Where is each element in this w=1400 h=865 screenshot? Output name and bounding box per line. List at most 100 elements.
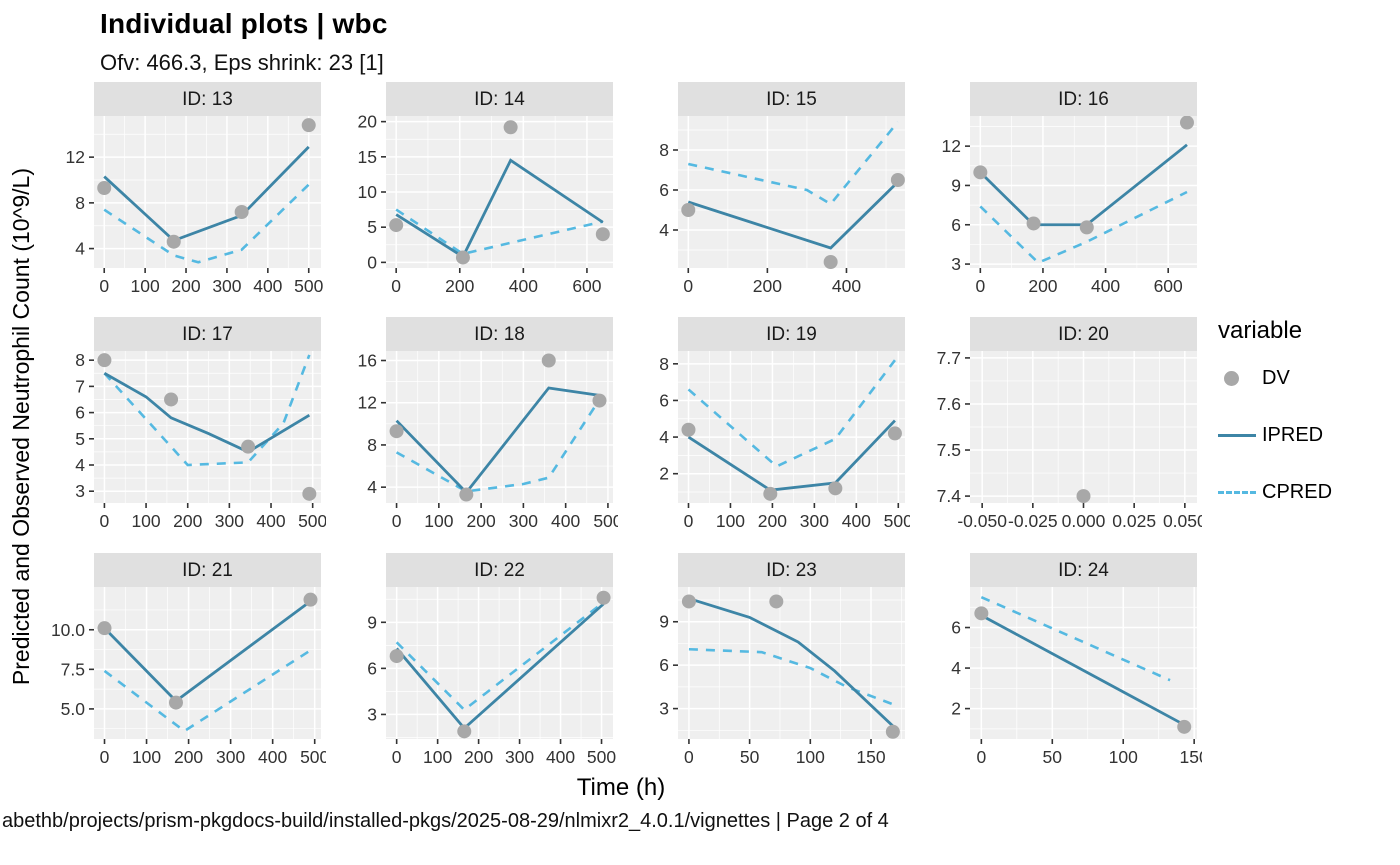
dv-point <box>681 203 696 217</box>
y-tick-label: 3 <box>659 698 669 718</box>
facet-strip <box>678 552 905 587</box>
facet-strip <box>970 552 1197 587</box>
facet-strip-label: ID: 21 <box>182 560 233 581</box>
y-tick-label: 0 <box>367 252 377 272</box>
plot-title: Individual plots | wbc <box>100 8 388 39</box>
ipred-line <box>687 181 899 250</box>
dv-point-icon <box>1224 370 1239 386</box>
y-tick-label: 7.4 <box>937 486 962 506</box>
facet-strip <box>386 317 613 352</box>
cpred-line <box>979 190 1188 265</box>
x-tick-label: 0 <box>100 747 110 767</box>
y-tick-label: 20 <box>358 112 378 132</box>
facet-panel: ID: 16 0 200 400 600 3 6 9 12 <box>942 82 1197 296</box>
facet-panel: ID: 17 0 100 200 300 400 500 3 4 5 6 7 8 <box>75 317 326 531</box>
facet-strip-label: ID: 19 <box>766 324 817 345</box>
y-tick-label: 5 <box>367 217 377 237</box>
facet-panel: ID: 21 0 100 200 300 400 500 5.0 7.5 10.0 <box>51 552 326 767</box>
legend-item-ipred: IPRED <box>1218 424 1400 447</box>
dv-point <box>887 426 902 441</box>
y-tick-label: 5 <box>75 429 85 449</box>
y-tick-label: 9 <box>951 175 961 195</box>
facet-strip-label: ID: 18 <box>474 324 525 345</box>
facet-strip <box>94 552 321 587</box>
y-tick-label: 6 <box>659 391 669 411</box>
x-tick-label: 0 <box>100 511 110 531</box>
y-tick-label: 3 <box>951 254 961 274</box>
y-tick-label: 5.0 <box>61 699 86 719</box>
x-tick-label: 400 <box>258 747 287 767</box>
facet-strip-label: ID: 23 <box>766 560 817 581</box>
y-tick-label: 6 <box>951 215 961 235</box>
ipred-line <box>687 419 896 492</box>
cpred-swatch <box>1218 490 1262 494</box>
dv-point <box>241 439 256 454</box>
legend-item-dv: DV <box>1218 367 1400 390</box>
y-tick-label: 7.5 <box>61 659 85 679</box>
x-tick-label: 50 <box>1043 747 1063 767</box>
facet-panel: ID: 13 0 100 200 300 400 500 4 8 12 <box>66 82 324 296</box>
y-tick-label: 8 <box>75 193 85 213</box>
x-tick-label: 200 <box>171 276 200 296</box>
x-tick-label: 300 <box>505 747 534 767</box>
x-tick-label: 0 <box>975 276 985 296</box>
y-tick-label: 4 <box>367 477 377 497</box>
dv-point <box>234 205 249 219</box>
dv-point <box>97 353 112 368</box>
x-tick-label: 400 <box>1091 276 1120 296</box>
cpred-dash-icon <box>1218 490 1256 494</box>
x-tick-label: 100 <box>716 511 745 531</box>
y-tick-label: 9 <box>659 611 669 631</box>
panel-background <box>678 116 905 268</box>
dv-point <box>974 606 989 621</box>
y-tick-label: 16 <box>358 351 377 371</box>
facet-strip-label: ID: 22 <box>474 560 525 581</box>
x-tick-label: 500 <box>294 276 323 296</box>
x-tick-label: 100 <box>424 511 453 531</box>
cpred-line <box>980 595 1171 682</box>
x-tick-label: 0 <box>99 276 109 296</box>
x-tick-label: -0.050 <box>957 511 1007 531</box>
dv-point <box>303 592 318 607</box>
ipred-line <box>103 145 310 243</box>
x-tick-label: 0 <box>684 747 694 767</box>
y-tick-label: 4 <box>75 455 85 475</box>
x-tick-label: 300 <box>509 511 538 531</box>
dv-point <box>1026 216 1041 231</box>
x-tick-label: 0.025 <box>1112 511 1156 531</box>
x-tick-label: 400 <box>842 511 871 531</box>
dv-point <box>769 594 784 609</box>
dv-swatch <box>1218 370 1262 386</box>
x-tick-label: 0 <box>976 747 986 767</box>
x-tick-label: 200 <box>174 747 203 767</box>
dv-point <box>457 723 472 738</box>
y-tick-label: 6 <box>367 658 377 678</box>
y-tick-label: 8 <box>659 354 669 374</box>
dv-point <box>389 424 404 439</box>
x-tick-label: 200 <box>753 276 782 296</box>
panel-background <box>94 351 321 504</box>
facet-strip-label: ID: 15 <box>766 89 817 110</box>
x-tick-label: 0 <box>684 511 694 531</box>
facet-strip <box>970 82 1197 116</box>
x-tick-label: 100 <box>796 747 825 767</box>
legend-label-ipred: IPRED <box>1262 423 1324 446</box>
x-tick-label: 100 <box>423 747 452 767</box>
facet-strip <box>678 82 905 116</box>
x-tick-label: 400 <box>551 511 580 531</box>
caption: abethb/projects/prism-pkgdocs-build/inst… <box>2 810 889 832</box>
x-tick-label: 200 <box>464 747 493 767</box>
ipred-swatch <box>1218 433 1262 437</box>
cpred-line <box>103 183 310 264</box>
dv-point <box>595 227 610 242</box>
cpred-line <box>395 399 601 494</box>
dv-point <box>301 118 316 133</box>
y-tick-label: 6 <box>659 655 669 675</box>
x-tick-label: 0 <box>392 511 402 531</box>
x-tick-label: 600 <box>572 276 601 296</box>
x-tick-label: 300 <box>212 276 241 296</box>
facet-strip-label: ID: 16 <box>1058 89 1109 110</box>
ipred-line-icon <box>1218 433 1256 437</box>
dv-point <box>973 165 988 180</box>
